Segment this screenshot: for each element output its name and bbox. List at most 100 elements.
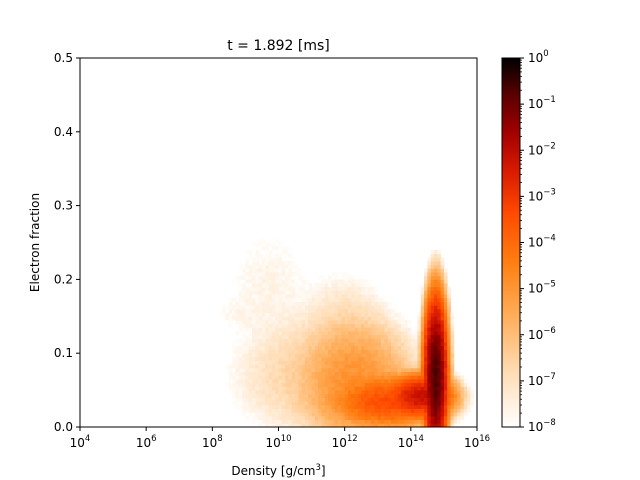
heatmap-cell (467, 382, 471, 387)
heatmap-cell (400, 331, 405, 336)
heatmap-cell (238, 316, 243, 321)
heatmap-cell (387, 386, 392, 391)
heatmap-cell (218, 312, 223, 317)
heatmap-cell (318, 419, 322, 424)
heatmap-cell (427, 268, 432, 273)
heatmap-cell (258, 379, 263, 384)
heatmap-cell (248, 349, 253, 354)
heatmap-cell (443, 412, 448, 417)
heatmap-cell (285, 249, 289, 254)
heatmap-cell (258, 360, 263, 365)
heatmap-cell (390, 423, 395, 427)
heatmap-cell (252, 371, 256, 376)
heatmap-cell (304, 331, 309, 336)
heatmap-cell (334, 419, 339, 424)
heatmap-cell (351, 423, 355, 427)
heatmap-cell (371, 294, 375, 299)
heatmap-cell (407, 401, 412, 406)
heatmap-cell (404, 419, 408, 424)
heatmap-cell (420, 404, 425, 409)
heatmap-cell (268, 283, 273, 288)
heatmap-cell (361, 323, 365, 328)
heatmap-cell (367, 364, 372, 369)
heatmap-cell (361, 305, 365, 310)
heatmap-cell (367, 375, 372, 380)
heatmap-cell (430, 316, 435, 321)
heatmap-cell (341, 390, 346, 395)
heatmap-cell (341, 371, 346, 376)
heatmap-cell (268, 423, 273, 427)
heatmap-cell (288, 412, 293, 417)
heatmap-cell (271, 327, 276, 332)
heatmap-cell (308, 297, 312, 302)
heatmap-cell (351, 360, 355, 365)
colorbar-tick-label: 10−5 (528, 280, 556, 296)
heatmap-cell (288, 404, 293, 409)
heatmap-cell (450, 353, 455, 358)
heatmap-cell (304, 327, 309, 332)
heatmap-cell (238, 327, 243, 332)
heatmap-cell (334, 279, 339, 284)
heatmap-cell (420, 415, 425, 421)
heatmap-cell (347, 401, 352, 406)
heatmap-cell (443, 423, 448, 427)
heatmap-cell (463, 408, 468, 413)
heatmap-cell (265, 375, 269, 380)
heatmap-cell (245, 305, 250, 310)
heatmap-cell (387, 382, 392, 387)
heatmap (218, 238, 475, 427)
heatmap-cell (308, 316, 312, 321)
heatmap-cell (245, 290, 250, 295)
heatmap-cell (288, 290, 293, 295)
heatmap-cell (450, 412, 455, 417)
heatmap-cell (467, 397, 471, 402)
heatmap-cell (328, 423, 332, 427)
heatmap-cell (424, 319, 428, 325)
heatmap-cell (225, 382, 230, 387)
heatmap-cell (324, 308, 329, 314)
heatmap-cell (328, 345, 332, 350)
heatmap-cell (420, 367, 425, 373)
heatmap-cell (381, 397, 385, 402)
heatmap-cell (338, 364, 342, 369)
heatmap-cell (447, 308, 451, 314)
heatmap-cell (338, 279, 342, 284)
heatmap-cell (447, 331, 451, 336)
heatmap-cell (318, 323, 322, 328)
heatmap-cell (304, 408, 309, 413)
heatmap-cell (261, 375, 266, 380)
heatmap-cell (288, 279, 293, 284)
heatmap-cell (364, 367, 369, 373)
heatmap-cell (341, 338, 346, 343)
heatmap-cell (344, 319, 349, 325)
heatmap-cell (238, 393, 243, 398)
heatmap-cell (328, 338, 332, 343)
heatmap-cell (414, 423, 418, 427)
heatmap-cell (304, 334, 309, 339)
heatmap-cell (242, 364, 246, 369)
heatmap-cell (424, 272, 428, 277)
heatmap-cell (437, 290, 442, 295)
heatmap-cell (258, 279, 263, 284)
heatmap-cell (414, 415, 418, 421)
heatmap-cell (304, 297, 309, 302)
heatmap-cell (242, 386, 246, 391)
colorbar-tick-label: 10−1 (528, 95, 556, 111)
heatmap-cell (334, 408, 339, 413)
heatmap-cell (374, 360, 379, 365)
heatmap-cell (308, 360, 312, 365)
heatmap-cell (285, 275, 289, 280)
heatmap-cell (242, 349, 246, 354)
heatmap-cell (447, 290, 451, 295)
heatmap-cell (298, 338, 303, 343)
heatmap-cell (265, 264, 269, 269)
heatmap-cell (410, 379, 415, 384)
heatmap-cell (285, 423, 289, 427)
heatmap-cell (255, 349, 260, 354)
heatmap-cell (397, 393, 402, 398)
heatmap-cell (248, 404, 253, 409)
heatmap-cell (467, 408, 471, 413)
heatmap-cell (387, 308, 392, 314)
heatmap-cell (341, 301, 346, 306)
colorbar-tick-label: 10−2 (528, 141, 556, 157)
